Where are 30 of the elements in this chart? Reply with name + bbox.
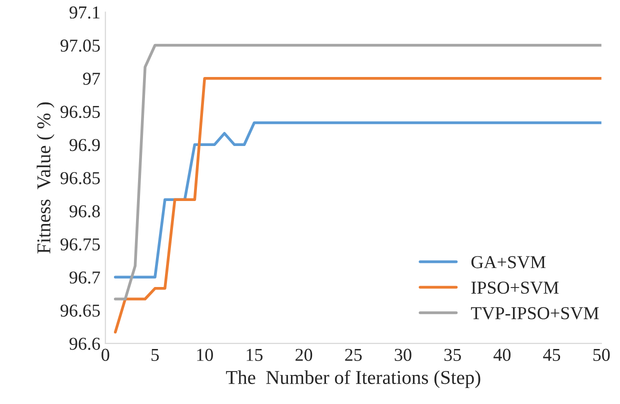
y-tick-label: 96.9: [70, 138, 100, 152]
x-tick-label: 10: [197, 348, 213, 361]
x-tick-label: 25: [345, 348, 362, 361]
line-series: [114, 44, 602, 300]
y-axis-title: Fitness Value ( % ): [36, 102, 54, 254]
y-tick-label: 96.8: [70, 205, 100, 218]
x-tick-label: 15: [246, 348, 263, 361]
line-series: [114, 121, 602, 279]
legend-label: GA+SVM: [471, 256, 546, 268]
y-tick-label: 97: [83, 72, 100, 85]
x-tick-label: 50: [593, 348, 610, 361]
y-tick-label: 96.75: [60, 238, 100, 251]
x-tick-label: 45: [543, 348, 560, 361]
y-tick-label: 96.6: [70, 338, 100, 350]
x-tick-label: 5: [152, 348, 159, 361]
legend-label: TVP-IPSO+SVM: [471, 307, 599, 320]
legend-label: IPSO+SVM: [471, 282, 559, 294]
y-tick-label: 96.95: [60, 106, 100, 118]
x-tick-label: 0: [102, 348, 110, 361]
x-tick-label: 40: [494, 348, 511, 361]
x-tick-label: 30: [394, 348, 412, 361]
x-tick-label: 35: [444, 348, 461, 361]
y-tick-label: 96.65: [60, 304, 100, 317]
x-tick-label: 20: [296, 348, 312, 361]
y-tick-label: 96.7: [70, 271, 100, 284]
y-tick-label: 97.1: [70, 6, 100, 19]
line-series: [114, 76, 602, 334]
y-tick-label: 96.85: [60, 172, 100, 184]
x-axis-title: The Number of Iterations (Step): [226, 370, 480, 388]
y-tick-label: 97.05: [60, 40, 100, 52]
